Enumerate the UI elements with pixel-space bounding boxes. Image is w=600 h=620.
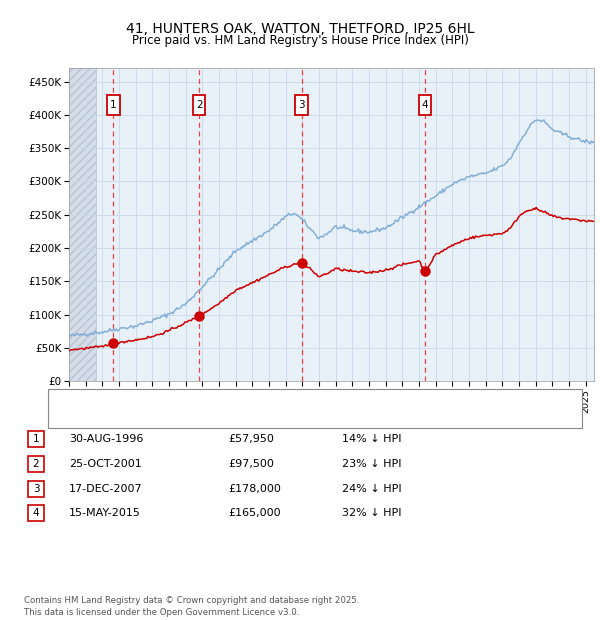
Bar [193,95,205,115]
Bar [69,68,95,381]
Text: Contains HM Land Registry data © Crown copyright and database right 2025.
This d: Contains HM Land Registry data © Crown c… [24,596,359,617]
Text: 4: 4 [422,100,428,110]
Text: £165,000: £165,000 [228,508,281,518]
Text: 3: 3 [298,100,305,110]
Text: Price paid vs. HM Land Registry's House Price Index (HPI): Price paid vs. HM Land Registry's House … [131,34,469,47]
Text: 32% ↓ HPI: 32% ↓ HPI [342,508,401,518]
Bar [295,95,308,115]
Text: £57,950: £57,950 [228,434,274,444]
Text: 17-DEC-2007: 17-DEC-2007 [69,484,143,494]
Text: £178,000: £178,000 [228,484,281,494]
Text: £97,500: £97,500 [228,459,274,469]
Text: 14% ↓ HPI: 14% ↓ HPI [342,434,401,444]
Bar [107,95,119,115]
Text: 23% ↓ HPI: 23% ↓ HPI [342,459,401,469]
Text: 41, HUNTERS OAK, WATTON, THETFORD, IP25 6HL: 41, HUNTERS OAK, WATTON, THETFORD, IP25 … [125,22,475,36]
Text: 2: 2 [32,459,40,469]
Bar [419,95,431,115]
Text: 41, HUNTERS OAK, WATTON, THETFORD, IP25 6HL (detached house): 41, HUNTERS OAK, WATTON, THETFORD, IP25 … [93,395,449,405]
Text: 2: 2 [196,100,202,110]
Text: 15-MAY-2015: 15-MAY-2015 [69,508,141,518]
Text: HPI: Average price, detached house, Breckland: HPI: Average price, detached house, Brec… [93,412,338,422]
Text: 4: 4 [32,508,40,518]
Text: 1: 1 [32,434,40,444]
Text: 25-OCT-2001: 25-OCT-2001 [69,459,142,469]
Text: 1: 1 [110,100,116,110]
Text: 24% ↓ HPI: 24% ↓ HPI [342,484,401,494]
Text: 3: 3 [32,484,40,494]
Text: 30-AUG-1996: 30-AUG-1996 [69,434,143,444]
